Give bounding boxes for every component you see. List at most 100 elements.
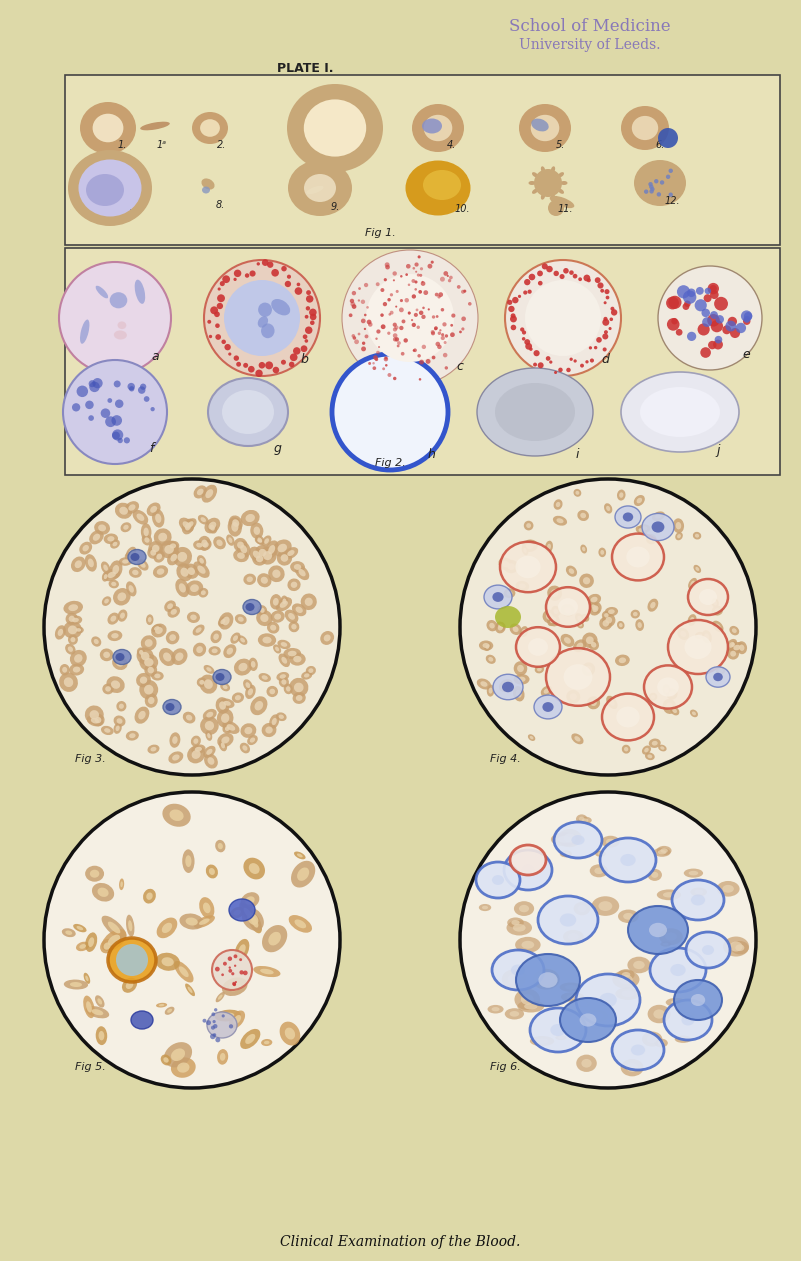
Ellipse shape	[208, 378, 288, 446]
Ellipse shape	[269, 714, 280, 729]
Ellipse shape	[207, 757, 215, 764]
Ellipse shape	[583, 578, 590, 584]
Ellipse shape	[532, 189, 538, 194]
Circle shape	[412, 323, 416, 327]
Ellipse shape	[590, 1013, 602, 1019]
Text: University of Leeds.: University of Leeds.	[519, 38, 661, 52]
Text: e: e	[742, 348, 750, 361]
Ellipse shape	[245, 897, 255, 904]
Ellipse shape	[171, 1048, 185, 1061]
Ellipse shape	[186, 918, 198, 926]
Ellipse shape	[76, 942, 90, 951]
Ellipse shape	[264, 1040, 269, 1044]
Circle shape	[441, 333, 445, 337]
Text: a: a	[151, 351, 159, 363]
Circle shape	[657, 192, 661, 197]
Ellipse shape	[570, 694, 577, 700]
Circle shape	[417, 354, 421, 358]
Ellipse shape	[179, 517, 194, 532]
Ellipse shape	[190, 614, 197, 620]
Ellipse shape	[645, 753, 654, 760]
Ellipse shape	[566, 985, 577, 990]
Ellipse shape	[591, 604, 597, 610]
Ellipse shape	[704, 633, 710, 641]
Ellipse shape	[627, 957, 650, 973]
Ellipse shape	[551, 166, 555, 173]
Ellipse shape	[237, 541, 251, 557]
Ellipse shape	[91, 718, 99, 724]
Ellipse shape	[563, 929, 584, 943]
Circle shape	[101, 409, 111, 417]
Circle shape	[400, 275, 403, 277]
Ellipse shape	[193, 739, 199, 744]
Ellipse shape	[284, 547, 298, 559]
Ellipse shape	[68, 150, 152, 226]
Circle shape	[611, 309, 618, 315]
Circle shape	[256, 262, 260, 266]
Ellipse shape	[718, 670, 723, 673]
Ellipse shape	[674, 1035, 691, 1043]
Ellipse shape	[620, 854, 636, 866]
Ellipse shape	[652, 512, 665, 521]
Ellipse shape	[93, 113, 123, 142]
Ellipse shape	[170, 543, 176, 549]
Circle shape	[436, 315, 438, 318]
Ellipse shape	[131, 554, 139, 561]
Ellipse shape	[187, 612, 200, 623]
Ellipse shape	[116, 660, 123, 667]
Circle shape	[372, 367, 376, 369]
Circle shape	[730, 328, 740, 338]
Ellipse shape	[644, 666, 692, 709]
Ellipse shape	[595, 851, 606, 856]
Ellipse shape	[118, 609, 127, 622]
Ellipse shape	[544, 689, 549, 694]
Ellipse shape	[609, 699, 614, 706]
Ellipse shape	[258, 633, 276, 647]
Ellipse shape	[263, 551, 272, 560]
Ellipse shape	[73, 667, 80, 672]
Circle shape	[364, 334, 368, 338]
Ellipse shape	[186, 715, 192, 720]
Ellipse shape	[516, 627, 560, 667]
Ellipse shape	[693, 532, 701, 540]
Circle shape	[417, 255, 421, 259]
Ellipse shape	[546, 648, 610, 706]
Circle shape	[234, 270, 241, 277]
Ellipse shape	[495, 607, 521, 628]
Circle shape	[414, 313, 418, 317]
Ellipse shape	[192, 112, 228, 144]
Ellipse shape	[508, 975, 520, 985]
Ellipse shape	[558, 598, 578, 615]
Ellipse shape	[281, 680, 287, 685]
Ellipse shape	[578, 817, 592, 823]
Ellipse shape	[487, 685, 494, 696]
Text: 4.: 4.	[447, 140, 457, 150]
Ellipse shape	[553, 499, 562, 509]
Circle shape	[390, 293, 393, 296]
Ellipse shape	[697, 633, 702, 637]
Ellipse shape	[664, 1000, 712, 1040]
Ellipse shape	[582, 1059, 592, 1068]
Ellipse shape	[249, 546, 264, 562]
Ellipse shape	[167, 603, 173, 609]
Ellipse shape	[183, 711, 195, 724]
Ellipse shape	[688, 578, 697, 589]
Ellipse shape	[111, 615, 116, 622]
Circle shape	[267, 261, 273, 267]
Ellipse shape	[231, 522, 239, 532]
Ellipse shape	[120, 613, 125, 619]
Circle shape	[560, 274, 565, 279]
Ellipse shape	[612, 1030, 664, 1071]
Ellipse shape	[561, 182, 567, 185]
Ellipse shape	[531, 119, 549, 131]
Ellipse shape	[517, 665, 524, 672]
Ellipse shape	[694, 890, 703, 894]
Circle shape	[438, 293, 443, 298]
Ellipse shape	[228, 982, 241, 991]
Circle shape	[460, 479, 756, 776]
Circle shape	[417, 274, 420, 276]
Ellipse shape	[557, 518, 564, 523]
Ellipse shape	[215, 992, 225, 1002]
Circle shape	[310, 320, 315, 325]
Circle shape	[222, 275, 230, 282]
